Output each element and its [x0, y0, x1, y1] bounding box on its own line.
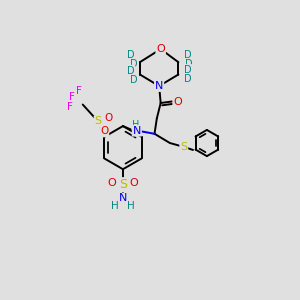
Text: O: O — [100, 127, 108, 136]
Text: S: S — [94, 116, 102, 127]
Text: O: O — [156, 44, 165, 54]
Text: O: O — [129, 178, 138, 188]
Text: H: H — [127, 201, 134, 211]
Text: H: H — [111, 201, 119, 211]
Text: O: O — [173, 97, 182, 107]
Text: D: D — [184, 65, 191, 75]
Text: N: N — [155, 81, 163, 91]
Text: F: F — [76, 86, 82, 96]
Text: D: D — [184, 50, 191, 60]
Text: S: S — [180, 142, 187, 152]
Text: D: D — [127, 50, 134, 60]
Text: D: D — [130, 59, 137, 70]
Text: F: F — [68, 102, 73, 112]
Text: S: S — [119, 178, 127, 191]
Text: D: D — [184, 74, 191, 84]
Text: O: O — [105, 112, 113, 123]
Text: D: D — [130, 75, 137, 85]
Text: N: N — [133, 126, 141, 136]
Text: D: D — [184, 59, 192, 69]
Text: O: O — [108, 178, 116, 188]
Text: H: H — [132, 119, 140, 130]
Text: D: D — [127, 66, 134, 76]
Text: N: N — [119, 194, 127, 203]
Text: F: F — [69, 92, 75, 102]
